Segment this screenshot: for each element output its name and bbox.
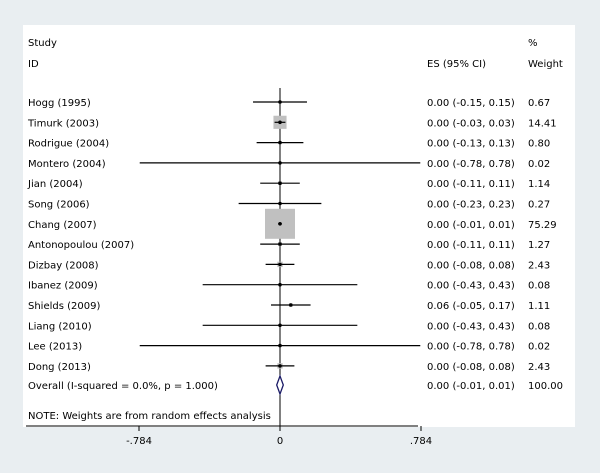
study-name: Dizbay (2008) — [28, 260, 99, 271]
es-ci-text: 0.00 (-0.23, 0.23) — [427, 200, 515, 211]
overall-weight-text: 100.00 — [528, 381, 563, 392]
study-row: Dizbay (2008) 0.00 (-0.08, 0.08) 2.43 — [28, 260, 550, 271]
es-ci-text: 0.00 (-0.01, 0.01) — [427, 220, 515, 231]
point-estimate — [288, 303, 293, 307]
es-ci-text: 0.00 (-0.03, 0.03) — [427, 118, 515, 129]
study-row: Song (2006) 0.00 (-0.23, 0.23) 0.27 — [28, 200, 550, 211]
study-name: Song (2006) — [28, 200, 90, 211]
point-estimate — [278, 364, 282, 368]
study-row: Antonopoulou (2007) 0.00 (-0.11, 0.11) 1.2… — [28, 240, 550, 251]
note-text: NOTE: Weights are from random effects an… — [28, 411, 271, 422]
point-estimate — [278, 323, 282, 328]
study-name: Liang (2010) — [28, 321, 92, 332]
study-name: Montero (2004) — [28, 159, 106, 170]
study-name: Dong (2013) — [28, 362, 91, 373]
study-name: Timurk (2003) — [27, 118, 99, 129]
weight-text: 2.43 — [528, 260, 550, 271]
weight-text: 0.08 — [528, 281, 550, 292]
point-estimate — [278, 201, 282, 206]
table-header: Study ID ES (95% CI) % Weight — [28, 38, 563, 70]
es-ci-text: 0.00 (-0.08, 0.08) — [427, 260, 515, 271]
study-name: Antonopoulou (2007) — [28, 240, 134, 251]
point-estimate — [278, 100, 282, 104]
es-ci-text: 0.00 (-0.78, 0.78) — [427, 342, 515, 353]
id-header: ID — [28, 59, 39, 70]
study-row: Dong (2013) 0.00 (-0.08, 0.08) 2.43 — [28, 362, 550, 373]
study-row: Liang (2010) 0.00 (-0.43, 0.43) 0.08 — [28, 321, 550, 332]
study-row: Shields (2009) 0.06 (-0.05, 0.17) 1.11 — [28, 301, 550, 312]
weight-text: 75.29 — [528, 220, 557, 231]
point-estimate — [278, 282, 282, 287]
overall-diamond — [276, 374, 284, 396]
point-estimate — [278, 343, 282, 348]
point-estimate — [278, 222, 282, 226]
weight-text: 14.41 — [528, 118, 557, 129]
study-row: Hogg (1995) 0.00 (-0.15, 0.15) 0.67 — [28, 98, 550, 109]
study-name: Chang (2007) — [28, 220, 97, 231]
es-ci-text: 0.00 (-0.11, 0.11) — [427, 179, 515, 190]
percent-header: % — [528, 38, 538, 49]
overall-es-text: 0.00 (-0.01, 0.01) — [427, 381, 515, 392]
study-row: Montero (2004) 0.00 (-0.78, 0.78) 0.02 — [28, 159, 550, 170]
study-row: Lee (2013) 0.00 (-0.78, 0.78) 0.02 — [28, 342, 550, 353]
study-name: Hogg (1995) — [28, 98, 91, 109]
study-rows: Hogg (1995) 0.00 (-0.15, 0.15) 0.67 Timurk … — [27, 88, 557, 426]
weight-text: 0.02 — [528, 159, 550, 170]
es-ci-text: 0.00 (-0.11, 0.11) — [427, 240, 515, 251]
x-axis-ticks: -.784 0 .784 — [126, 426, 432, 447]
es-ci-text: 0.00 (-0.08, 0.08) — [427, 362, 515, 373]
study-row: Rodrigue (2004) 0.00 (-0.13, 0.13) 0.80 — [28, 139, 550, 150]
study-row: Jian (2004) 0.00 (-0.11, 0.11) 1.14 — [27, 179, 550, 190]
study-name: Shields (2009) — [28, 301, 100, 312]
point-estimate — [278, 242, 282, 246]
x-tick-label: -.784 — [126, 436, 152, 447]
es-ci-text: 0.00 (-0.15, 0.15) — [427, 98, 515, 109]
x-tick-label: .784 — [410, 436, 432, 447]
es-ci-text: 0.00 (-0.78, 0.78) — [427, 159, 515, 170]
study-header: Study — [28, 38, 57, 49]
overall-label: Overall (I-squared = 0.0%, p = 1.000) — [28, 381, 218, 392]
weight-text: 0.08 — [528, 321, 550, 332]
point-estimate — [278, 181, 282, 185]
es-header: ES (95% CI) — [427, 59, 486, 70]
plot-panel — [23, 25, 575, 427]
point-estimate — [278, 262, 282, 267]
point-estimate — [278, 140, 282, 145]
study-name: Ibanez (2009) — [28, 281, 98, 292]
overall-row: Overall (I-squared = 0.0%, p = 1.000) 0.… — [28, 374, 563, 396]
weight-text: 0.80 — [528, 139, 550, 150]
study-row: Chang (2007) 0.00 (-0.01, 0.01) 75.29 — [28, 208, 557, 239]
point-estimate — [278, 161, 282, 165]
weight-text: 1.14 — [528, 179, 550, 190]
x-tick-label: 0 — [277, 436, 283, 447]
weight-text: 0.67 — [528, 98, 550, 109]
weight-text: 0.27 — [528, 200, 550, 211]
study-name: Jian (2004) — [27, 179, 83, 190]
weight-header: Weight — [528, 59, 563, 70]
es-ci-text: 0.00 (-0.43, 0.43) — [427, 321, 515, 332]
weight-text: 1.27 — [528, 240, 550, 251]
point-estimate — [278, 120, 282, 125]
weight-text: 2.43 — [528, 362, 550, 373]
study-row: Ibanez (2009) 0.00 (-0.43, 0.43) 0.08 — [28, 281, 550, 292]
study-name: Rodrigue (2004) — [28, 139, 109, 150]
study-name: Lee (2013) — [28, 342, 82, 353]
es-ci-text: 0.06 (-0.05, 0.17) — [427, 301, 515, 312]
study-row: Timurk (2003) 0.00 (-0.03, 0.03) 14.41 — [27, 115, 557, 129]
es-ci-text: 0.00 (-0.43, 0.43) — [427, 281, 515, 292]
es-ci-text: 0.00 (-0.13, 0.13) — [427, 139, 515, 150]
weight-text: 1.11 — [528, 301, 550, 312]
weight-text: 0.02 — [528, 342, 550, 353]
